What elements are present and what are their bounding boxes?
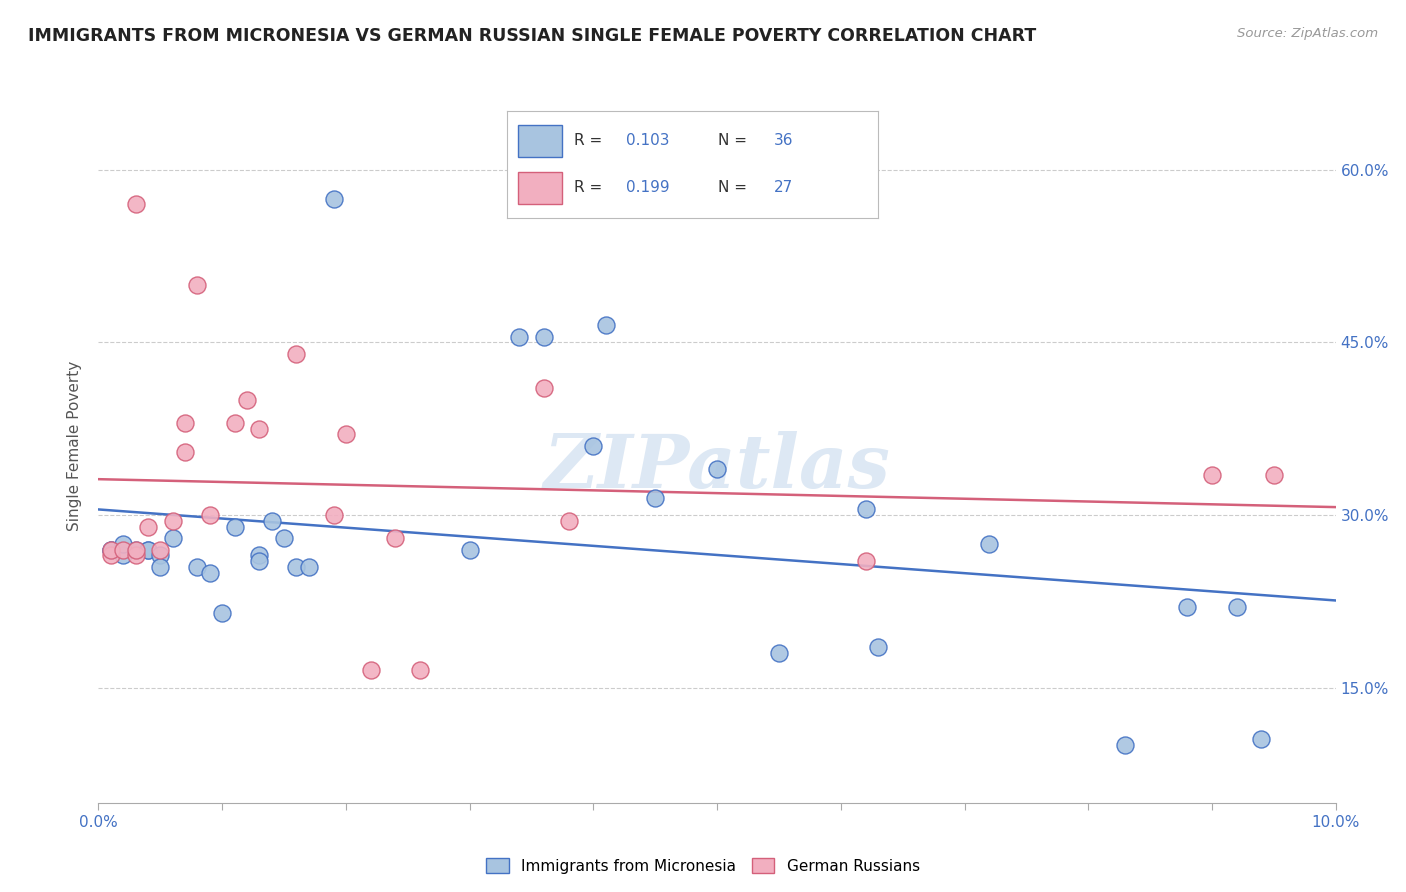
Point (186, 277, 208, 292)
Point (136, 519, 159, 533)
Point (124, 542, 146, 557)
Point (112, 549, 135, 563)
Point (855, 554, 877, 568)
Point (768, 646, 790, 660)
Point (236, 392, 259, 407)
Point (100, 542, 122, 557)
Point (644, 491, 666, 505)
Point (866, 640, 889, 655)
Text: Source: ZipAtlas.com: Source: ZipAtlas.com (1237, 27, 1378, 40)
Point (149, 549, 172, 563)
Point (595, 318, 617, 333)
Point (285, 347, 308, 361)
Point (247, 554, 270, 568)
Point (557, 514, 579, 528)
Point (162, 514, 184, 528)
Legend: Immigrants from Micronesia, German Russians: Immigrants from Micronesia, German Russi… (479, 852, 927, 880)
Point (211, 606, 233, 620)
Point (124, 542, 146, 557)
Point (1201, 467, 1223, 482)
Point (174, 444, 197, 458)
Point (112, 537, 135, 551)
Point (198, 508, 221, 522)
Point (582, 439, 605, 453)
Point (1175, 600, 1198, 615)
Point (162, 531, 184, 545)
Point (409, 664, 432, 678)
Point (136, 542, 159, 557)
Point (247, 422, 270, 436)
Point (198, 566, 221, 580)
Point (224, 416, 246, 430)
Text: ZIPatlas: ZIPatlas (544, 431, 890, 504)
Point (273, 531, 295, 545)
Point (112, 542, 135, 557)
Point (1250, 732, 1272, 747)
Y-axis label: Single Female Poverty: Single Female Poverty (67, 361, 83, 531)
Point (706, 462, 728, 476)
Point (533, 381, 555, 395)
Point (384, 531, 406, 545)
Point (979, 537, 1001, 551)
Point (335, 427, 357, 442)
Point (458, 542, 481, 557)
Point (124, 549, 146, 563)
Point (247, 549, 270, 563)
Point (1226, 600, 1249, 615)
Point (100, 542, 122, 557)
Text: IMMIGRANTS FROM MICRONESIA VS GERMAN RUSSIAN SINGLE FEMALE POVERTY CORRELATION C: IMMIGRANTS FROM MICRONESIA VS GERMAN RUS… (28, 27, 1036, 45)
Point (285, 559, 308, 574)
Point (322, 508, 344, 522)
Point (174, 416, 197, 430)
Point (149, 542, 172, 557)
Point (224, 519, 246, 533)
Point (298, 559, 321, 574)
Point (100, 542, 122, 557)
Point (1114, 738, 1136, 752)
Point (136, 542, 159, 557)
Point (360, 664, 382, 678)
Point (186, 559, 208, 574)
Point (322, 192, 344, 206)
Point (1263, 467, 1285, 482)
Point (124, 197, 146, 211)
Point (149, 559, 172, 574)
Point (508, 329, 530, 343)
Point (260, 514, 283, 528)
Point (100, 549, 122, 563)
Point (533, 329, 555, 343)
Point (855, 502, 877, 516)
